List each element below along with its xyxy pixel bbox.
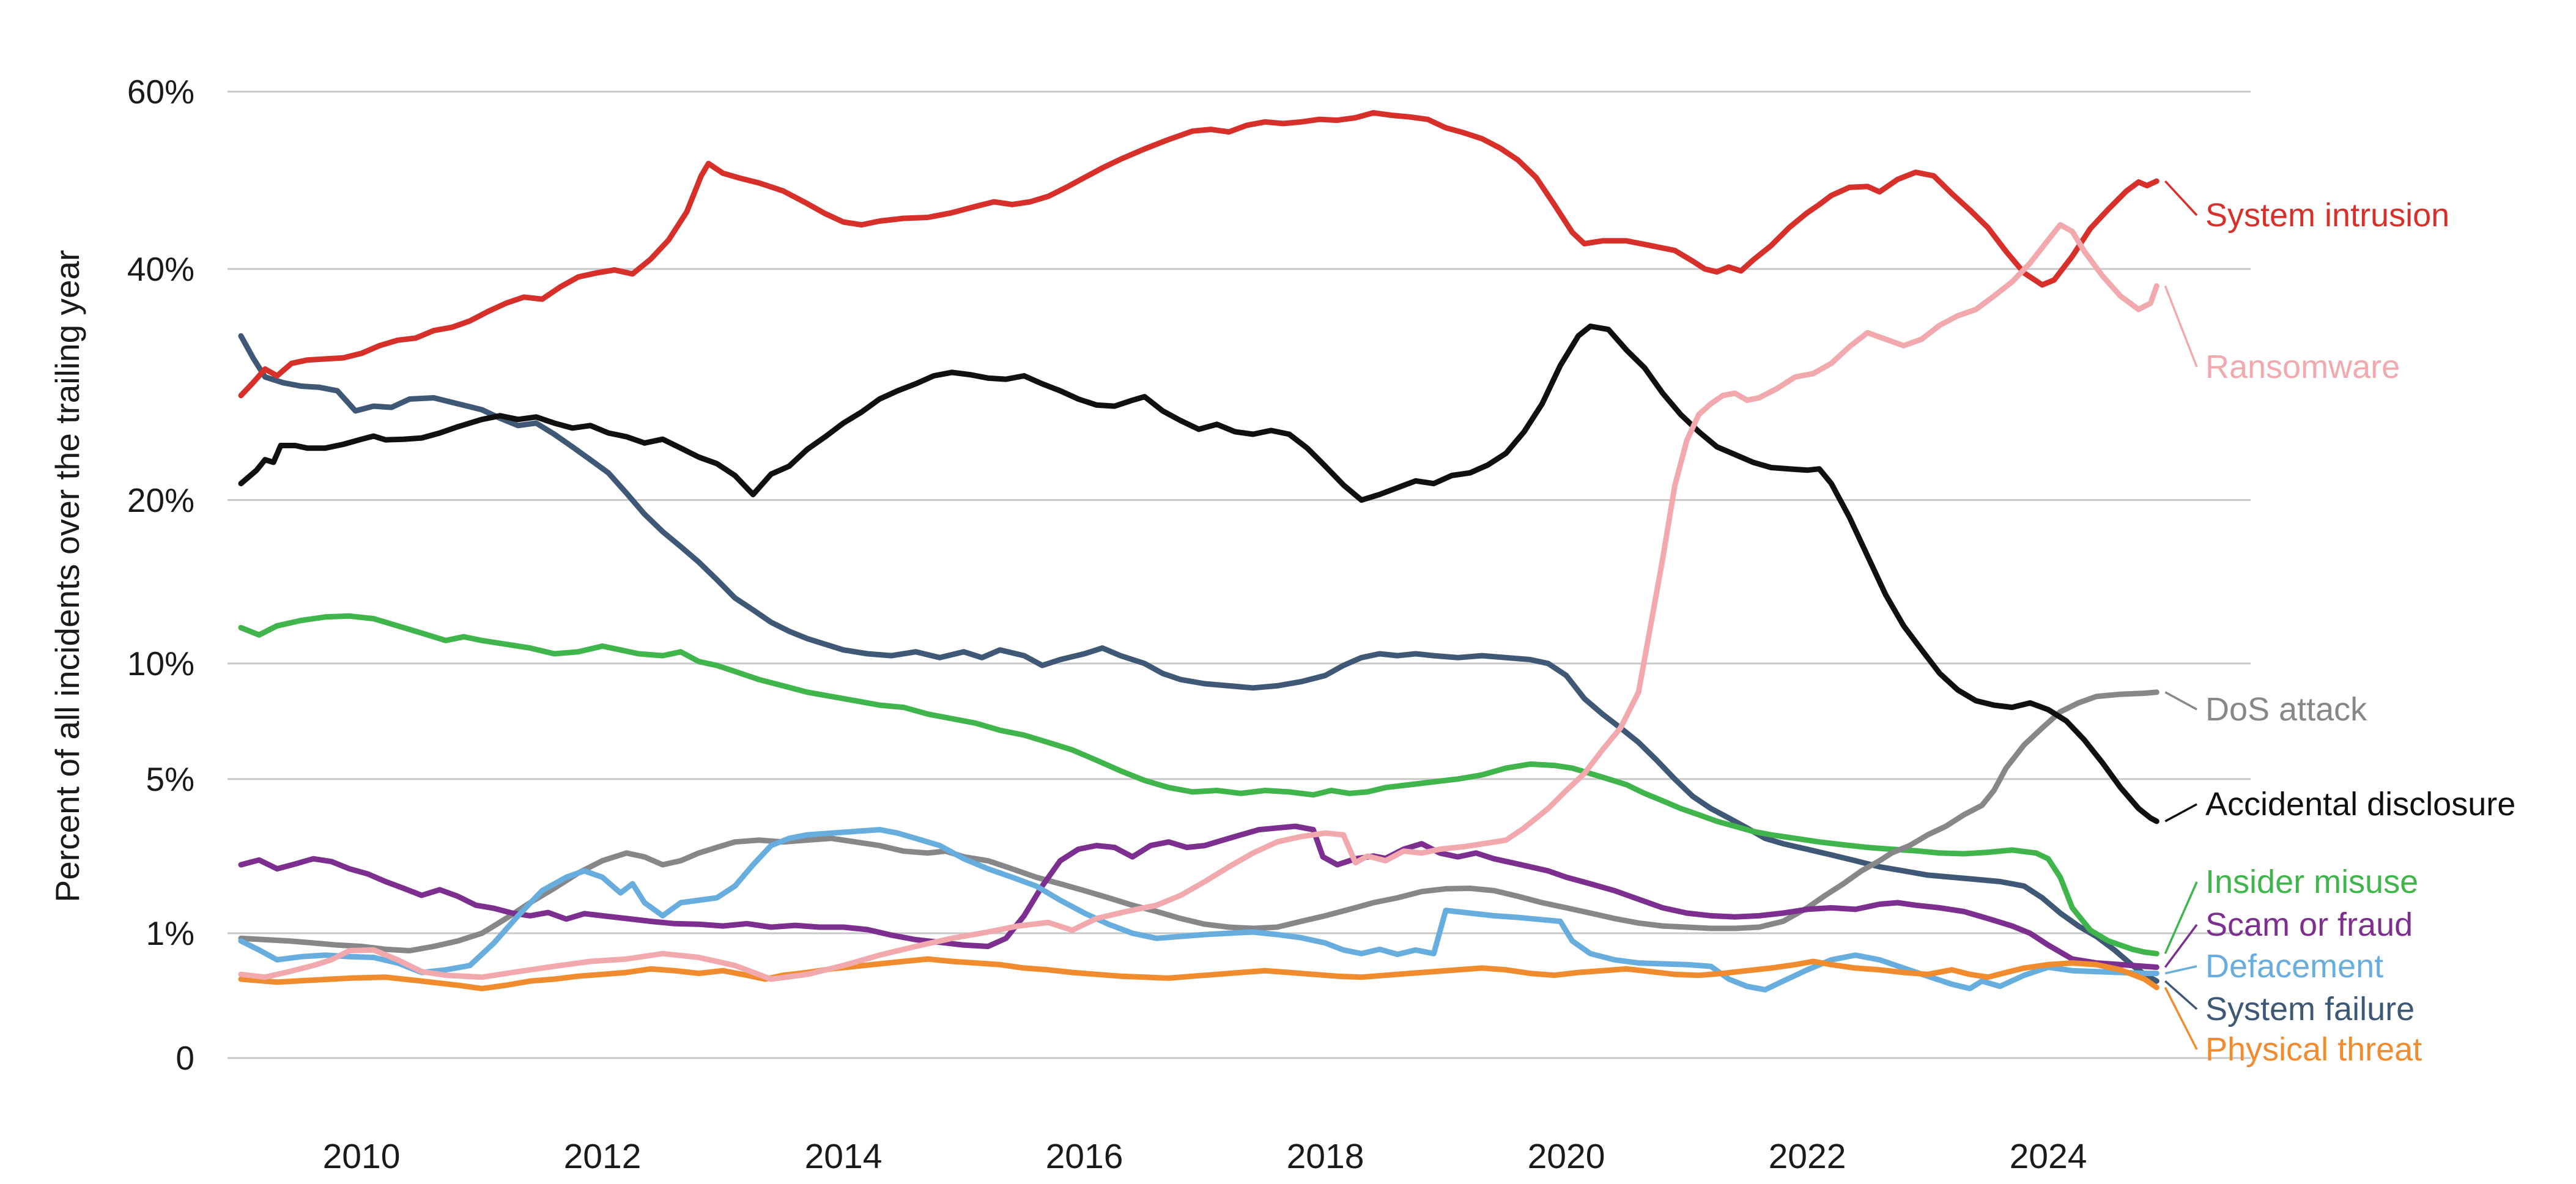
x-tick-2016: 2016 <box>1045 1137 1123 1176</box>
series-label-scam-or-fraud: Scam or fraud <box>2205 906 2413 943</box>
line-accidental-disclosure <box>238 324 2160 824</box>
series-label-ransomware: Ransomware <box>2205 349 2400 385</box>
x-tick-2010: 2010 <box>322 1137 401 1176</box>
line-system-intrusion <box>238 109 2160 399</box>
leader-system-intrusion <box>2164 180 2198 216</box>
y-tick-10: 10% <box>127 644 194 683</box>
y-tick-0: 0 <box>176 1039 194 1077</box>
line-insider-misuse <box>238 613 2160 956</box>
leader-dos-attack <box>2164 691 2197 711</box>
line-ransomware <box>238 222 2160 982</box>
leader-physical-threat <box>2164 986 2198 1050</box>
leader-accidental-disclosure <box>2164 803 2197 823</box>
series-label-defacement: Defacement <box>2205 948 2384 985</box>
series-label-accidental-disclosure: Accidental disclosure <box>2205 786 2516 823</box>
leader-defacement <box>2164 965 2197 975</box>
y-tick-5: 5% <box>146 760 195 798</box>
line-dos-attack <box>238 689 2160 953</box>
x-tick-2012: 2012 <box>563 1137 642 1176</box>
series-label-system-intrusion: System intrusion <box>2205 197 2450 234</box>
leader-ransomware <box>2164 285 2198 368</box>
x-tick-2020: 2020 <box>1527 1137 1605 1176</box>
line-defacement <box>238 827 2160 993</box>
x-tick-2014: 2014 <box>804 1137 883 1176</box>
series-label-system-failure: System failure <box>2205 991 2415 1027</box>
y-tick-20: 20% <box>127 481 194 519</box>
series-label-dos-attack: DoS attack <box>2205 691 2367 728</box>
x-tick-2024: 2024 <box>2009 1137 2087 1176</box>
y-tick-1: 1% <box>146 914 195 952</box>
series-label-physical-threat: Physical threat <box>2205 1031 2422 1068</box>
y-tick-40: 40% <box>127 250 194 288</box>
leader-scam-or-fraud <box>2164 923 2198 968</box>
leader-insider-misuse <box>2164 881 2198 955</box>
series-label-insider-misuse: Insider misuse <box>2205 864 2419 900</box>
line-system-failure <box>238 333 2160 984</box>
y-tick-60: 60% <box>127 72 194 111</box>
x-tick-2022: 2022 <box>1768 1137 1846 1176</box>
leader-system-failure <box>2164 980 2198 1010</box>
line-scam-or-fraud <box>238 823 2160 970</box>
line-physical-threat <box>238 956 2160 991</box>
x-tick-2018: 2018 <box>1286 1137 1364 1176</box>
